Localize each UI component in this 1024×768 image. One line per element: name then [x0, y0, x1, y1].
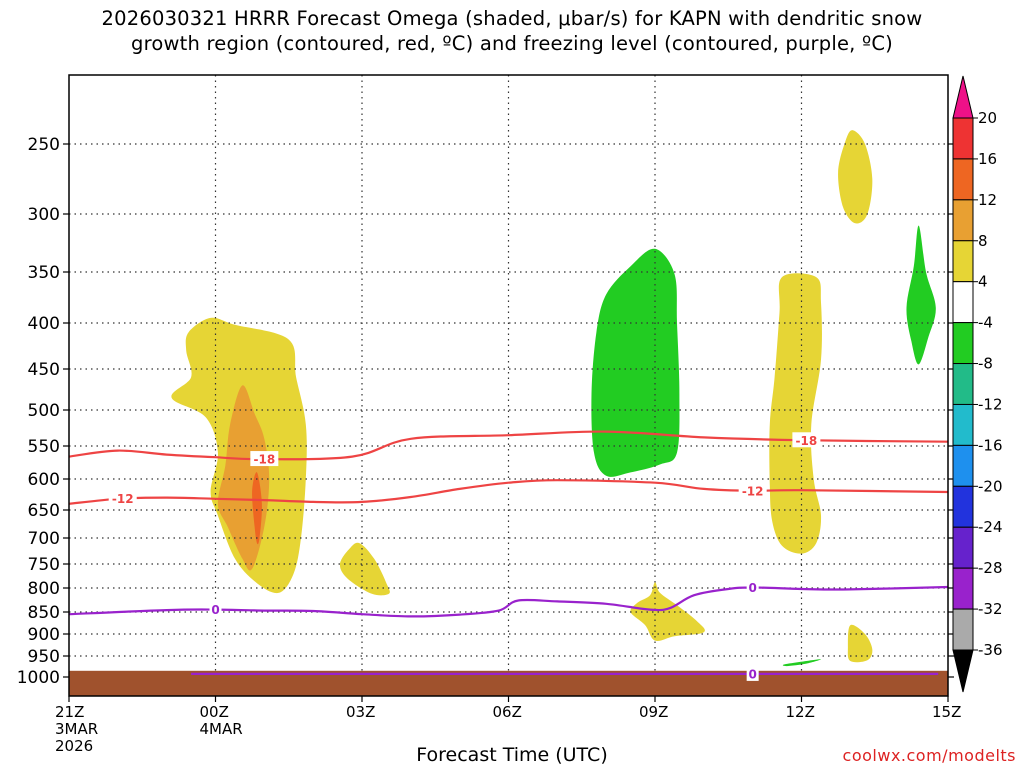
omega-region-10 [906, 225, 936, 365]
omega-region-6 [769, 273, 822, 554]
colorbar-band-3 [952, 199, 974, 242]
colorbar-band-2 [952, 158, 974, 201]
freezing-level-0-label-bg-2 [746, 579, 759, 595]
colorbar-band-5 [952, 281, 974, 324]
dgz-minus-12-label-1: -12 [112, 492, 134, 506]
dgz-minus-18-label-bg-1 [250, 451, 279, 467]
colorbar-bottom-arrow [952, 649, 974, 693]
colorbar-label-7: -8 [978, 355, 993, 373]
dgz-minus-18-line [69, 430, 948, 461]
y-label-650: 650 [28, 501, 60, 521]
dgz-minus-12-label-bg-1 [108, 490, 137, 506]
x-label-21Z: 21Z [55, 703, 84, 721]
chart-title: 2026030321 HRRR Forecast Omega (shaded, … [0, 6, 1024, 56]
x-label-03Z: 03Z [346, 703, 375, 721]
colorbar-label-11: -24 [978, 518, 1003, 536]
x-label-09Z: 09Z [639, 703, 668, 721]
x-label-06Z: 06Z [493, 703, 522, 721]
colorbar-label-4: 8 [978, 232, 988, 250]
omega-shaded-regions [171, 130, 936, 667]
colorbar-label-2: 16 [978, 150, 997, 168]
freezing-level-0-label-1: 0 [211, 603, 219, 617]
dgz-minus-18-label-2: -18 [796, 434, 818, 448]
credit-link[interactable]: coolwx.com/modelts [842, 746, 1016, 765]
y-label-1000: 1000 [17, 668, 60, 688]
omega-region-8 [847, 624, 873, 663]
colorbar-label-14: -36 [978, 641, 1003, 659]
y-label-850: 850 [28, 603, 60, 623]
colorbar-band-7 [952, 363, 974, 405]
freezing-level-0-line [69, 585, 948, 618]
colorbar-band-11 [952, 526, 974, 569]
y-label-300: 300 [28, 205, 60, 225]
colorbar-label-9: -16 [978, 436, 1003, 454]
y-label-600: 600 [28, 470, 60, 490]
freezing-level-0-label-2: 0 [748, 581, 756, 595]
y-label-900: 900 [28, 625, 60, 645]
x-label-15Z: 15Z [932, 703, 961, 721]
colorbar-band-13 [952, 608, 974, 651]
colorbar-label-8: -12 [978, 395, 1003, 413]
colorbar-band-9 [952, 444, 974, 487]
y-axis: 2503003504004505005506006507007508008509… [17, 135, 954, 688]
colorbar-band-1 [952, 117, 974, 160]
omega-region-3 [252, 472, 262, 545]
omega-region-7 [838, 130, 873, 224]
dgz-minus-12-label-2: -12 [742, 484, 764, 498]
dgz-minus-18-label-1: -18 [253, 453, 275, 467]
title-line-2: growth region (contoured, red, ºC) and f… [131, 32, 893, 55]
y-label-400: 400 [28, 314, 60, 334]
omega-region-5 [630, 582, 705, 641]
omega-region-11 [782, 659, 821, 667]
colorbar-label-5: 4 [978, 273, 988, 291]
x-axis-title: Forecast Time (UTC) [416, 744, 608, 766]
colorbar-label-12: -28 [978, 559, 1003, 577]
x-sublabel-00Z: 4MAR [200, 720, 243, 738]
colorbar-band-4 [952, 240, 974, 283]
y-label-450: 450 [28, 360, 60, 380]
colorbar: 20 16 12 8 4 -4 -8 -12 -16 -20 -24 -28 -32 -36 [952, 75, 1003, 693]
freezing-level-0-label-bg-1 [209, 601, 222, 617]
colorbar-label-6: -4 [978, 314, 993, 332]
y-label-950: 950 [28, 647, 60, 667]
contour-lines: -18 -18 -12 -12 0 0 0 [69, 430, 948, 681]
y-label-700: 700 [28, 529, 60, 549]
y-label-250: 250 [28, 135, 60, 155]
title-line-1: 2026030321 HRRR Forecast Omega (shaded, … [101, 7, 923, 30]
x-label-12Z: 12Z [786, 703, 815, 721]
colorbar-label-10: -20 [978, 477, 1003, 495]
x-sublabel-21Z: 3MAR [55, 720, 98, 738]
colorbar-band-8 [952, 403, 974, 446]
y-label-500: 500 [28, 401, 60, 421]
dgz-minus-12-label-bg-2 [738, 482, 767, 498]
colorbar-label-1: 20 [978, 109, 997, 127]
y-label-550: 550 [28, 437, 60, 457]
omega-region-9 [591, 248, 680, 477]
y-label-350: 350 [28, 263, 60, 283]
x-label-00Z: 00Z [200, 703, 229, 721]
y-label-800: 800 [28, 579, 60, 599]
colorbar-band-12 [952, 567, 974, 610]
colorbar-label-3: 12 [978, 191, 997, 209]
x-year-21Z: 2026 [55, 737, 93, 755]
dgz-minus-18-label-bg-2 [792, 432, 821, 448]
y-label-750: 750 [28, 555, 60, 575]
freezing-level-surface-label: 0 [748, 667, 756, 681]
colorbar-label-13: -32 [978, 600, 1003, 618]
colorbar-top-arrow [952, 75, 974, 119]
freezing-level-surface-label-bg [746, 666, 759, 681]
omega-region-4 [339, 542, 390, 596]
colorbar-band-6 [952, 322, 974, 365]
colorbar-band-10 [952, 485, 974, 528]
